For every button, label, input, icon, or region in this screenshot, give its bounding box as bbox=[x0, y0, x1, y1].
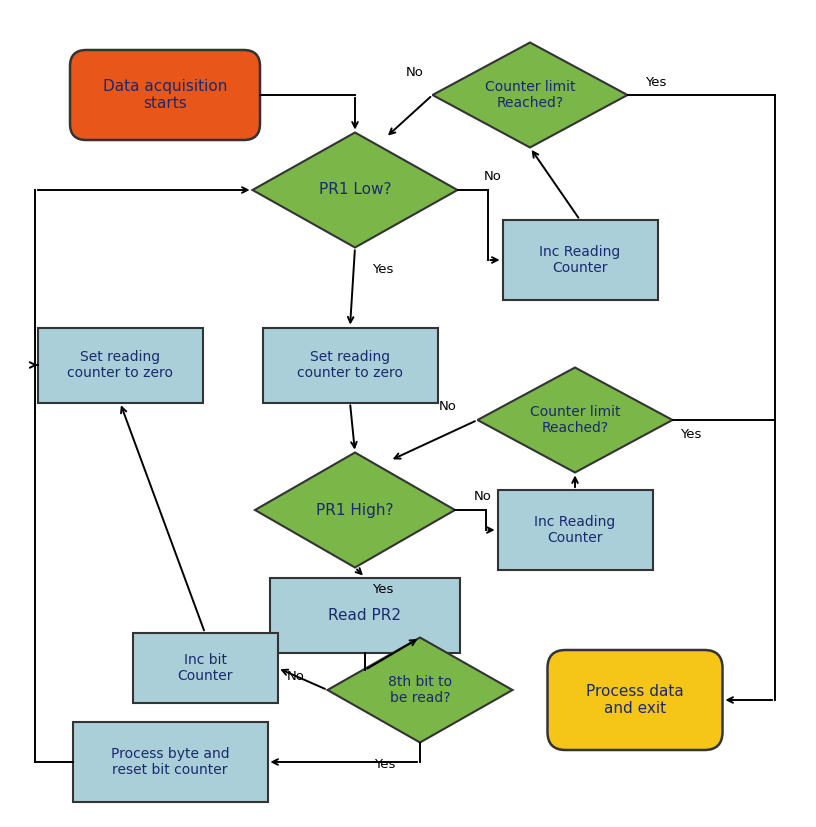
Text: PR1 High?: PR1 High? bbox=[317, 503, 394, 518]
Text: Process byte and
reset bit counter: Process byte and reset bit counter bbox=[111, 747, 229, 777]
Text: No: No bbox=[286, 670, 304, 682]
Text: Data acquisition
starts: Data acquisition starts bbox=[103, 79, 227, 111]
Polygon shape bbox=[477, 367, 672, 472]
Text: Counter limit
Reached?: Counter limit Reached? bbox=[485, 80, 575, 110]
Text: Yes: Yes bbox=[372, 583, 393, 596]
Text: 8th bit to
be read?: 8th bit to be read? bbox=[388, 675, 452, 705]
FancyBboxPatch shape bbox=[70, 50, 260, 140]
Polygon shape bbox=[252, 132, 458, 247]
FancyBboxPatch shape bbox=[270, 577, 460, 653]
Text: Set reading
counter to zero: Set reading counter to zero bbox=[297, 350, 403, 380]
Text: Yes: Yes bbox=[645, 77, 666, 89]
Text: Inc Reading
Counter: Inc Reading Counter bbox=[534, 515, 615, 545]
FancyBboxPatch shape bbox=[503, 220, 658, 300]
FancyBboxPatch shape bbox=[73, 722, 268, 802]
Text: No: No bbox=[406, 66, 424, 79]
Text: Yes: Yes bbox=[680, 428, 701, 441]
Polygon shape bbox=[432, 42, 628, 147]
Text: Set reading
counter to zero: Set reading counter to zero bbox=[67, 350, 173, 380]
Text: No: No bbox=[438, 399, 456, 413]
FancyBboxPatch shape bbox=[263, 327, 437, 403]
Text: No: No bbox=[484, 170, 502, 183]
Text: Yes: Yes bbox=[372, 263, 393, 276]
FancyBboxPatch shape bbox=[548, 650, 722, 750]
Text: Counter limit
Reached?: Counter limit Reached? bbox=[530, 405, 620, 435]
Text: Inc Reading
Counter: Inc Reading Counter bbox=[539, 245, 621, 275]
Text: Read PR2: Read PR2 bbox=[329, 608, 401, 623]
Text: Process data
and exit: Process data and exit bbox=[586, 684, 684, 716]
FancyBboxPatch shape bbox=[498, 490, 653, 570]
Text: Yes: Yes bbox=[375, 758, 396, 771]
FancyBboxPatch shape bbox=[38, 327, 202, 403]
Text: No: No bbox=[474, 490, 492, 504]
Polygon shape bbox=[327, 638, 512, 743]
FancyBboxPatch shape bbox=[132, 633, 277, 703]
Polygon shape bbox=[255, 452, 455, 567]
Text: Inc bit
Counter: Inc bit Counter bbox=[177, 653, 233, 683]
Text: PR1 Low?: PR1 Low? bbox=[319, 183, 391, 198]
